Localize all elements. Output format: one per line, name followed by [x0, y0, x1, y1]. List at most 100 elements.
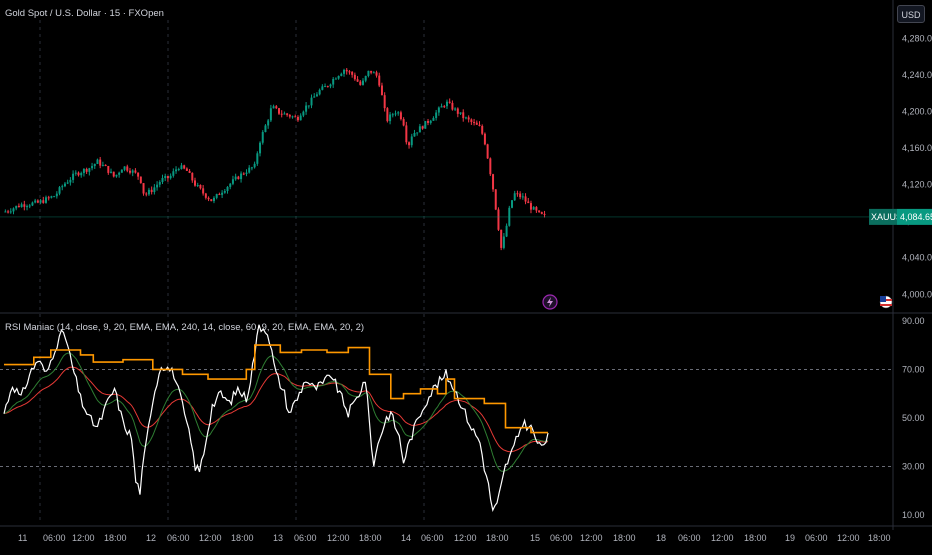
candle-body	[413, 132, 416, 137]
candle-body	[96, 159, 99, 164]
candle-body	[489, 158, 492, 175]
candle-body	[110, 171, 113, 173]
candle-body	[329, 84, 332, 87]
candle-body	[175, 169, 178, 172]
candle-body	[44, 197, 47, 203]
candle-body	[234, 176, 237, 180]
candle-body	[80, 173, 83, 176]
time-axis-label: 18:00	[104, 533, 127, 543]
candle-body	[47, 197, 50, 199]
candle-body	[131, 170, 134, 173]
time-axis-label: 18:00	[231, 533, 254, 543]
candle-body	[7, 211, 10, 213]
candle-body	[521, 196, 524, 198]
candle-body	[299, 115, 302, 121]
time-axis-label: 12:00	[327, 533, 350, 543]
candle-body	[218, 194, 221, 196]
candle-body	[264, 125, 267, 133]
time-axis-label: 12:00	[580, 533, 603, 543]
chart-title: Gold Spot / U.S. Dollar · 15 · FXOpen	[5, 8, 164, 19]
lightning-icon-bolt	[547, 297, 553, 307]
time-axis-label: 13	[273, 533, 283, 543]
candle-body	[286, 113, 289, 115]
candle-body	[318, 89, 321, 95]
candle-body	[535, 207, 538, 211]
candle-body	[511, 200, 514, 208]
time-axis-label: 11	[18, 533, 27, 543]
candle-body	[72, 173, 75, 180]
flag-icon-canton	[880, 296, 886, 302]
candle-body	[120, 169, 123, 173]
candle-body	[237, 176, 240, 180]
candle-body	[153, 187, 156, 193]
candle-body	[145, 193, 148, 195]
candle-body	[321, 86, 324, 90]
rsi-line	[3, 324, 549, 512]
candle-body	[210, 199, 213, 202]
time-axis-label: 12:00	[199, 533, 222, 543]
candle-body	[126, 166, 129, 171]
candle-body	[161, 178, 164, 183]
candle-body	[215, 194, 218, 198]
candle-body	[275, 106, 278, 109]
candle-body	[288, 114, 291, 117]
candle-body	[473, 121, 476, 123]
candle-body	[500, 229, 503, 248]
candle-body	[245, 172, 248, 174]
price-tag-symbol-bg	[869, 208, 897, 225]
candle-body	[85, 168, 88, 172]
candle-body	[250, 167, 253, 169]
candle-body	[440, 106, 443, 108]
candle-body	[405, 125, 408, 143]
candle-body	[302, 111, 305, 116]
rsi-axis-label: 10.00	[902, 510, 925, 520]
candle-body	[118, 172, 121, 175]
candle-body	[240, 173, 243, 180]
candle-body	[399, 112, 402, 120]
candle-body	[169, 175, 172, 179]
candle-body	[101, 164, 104, 166]
candle-body	[408, 142, 411, 146]
candle-body	[280, 113, 283, 115]
candle-body	[348, 71, 351, 73]
candle-body	[283, 113, 286, 115]
time-axis-label: 18:00	[868, 533, 891, 543]
candle-body	[137, 172, 140, 177]
candle-body	[291, 116, 294, 118]
candle-body	[93, 163, 96, 167]
candle-body	[481, 125, 484, 134]
candle-body	[223, 190, 226, 193]
candle-body	[278, 108, 281, 114]
candle-body	[204, 193, 207, 198]
candle-body	[462, 112, 465, 119]
candle-body	[527, 201, 530, 204]
candle-body	[445, 101, 448, 107]
indicator-title: RSI Maniac (14, close, 9, 20, EMA, EMA, …	[5, 322, 364, 333]
candle-body	[516, 193, 519, 195]
candle-body	[269, 108, 272, 121]
candle-body	[402, 119, 405, 126]
candle-body	[207, 197, 210, 200]
time-axis-label: 18:00	[744, 533, 767, 543]
candle-body	[55, 193, 58, 197]
candle-body	[538, 210, 541, 213]
candle-body	[115, 174, 118, 177]
flag-icon-stripe	[886, 299, 892, 301]
candle-body	[23, 204, 26, 207]
candle-body	[435, 112, 438, 119]
lightning-icon	[542, 294, 558, 310]
candle-body	[91, 166, 94, 169]
candle-body	[172, 171, 175, 176]
candle-body	[139, 176, 142, 184]
candle-body	[66, 182, 69, 184]
candle-body	[332, 78, 335, 85]
time-axis-label: 15	[530, 533, 540, 543]
candle-body	[394, 113, 397, 115]
candle-body	[307, 105, 310, 107]
candle-body	[524, 196, 527, 202]
currency-button[interactable]: USD	[897, 5, 925, 23]
candle-body	[39, 200, 42, 203]
